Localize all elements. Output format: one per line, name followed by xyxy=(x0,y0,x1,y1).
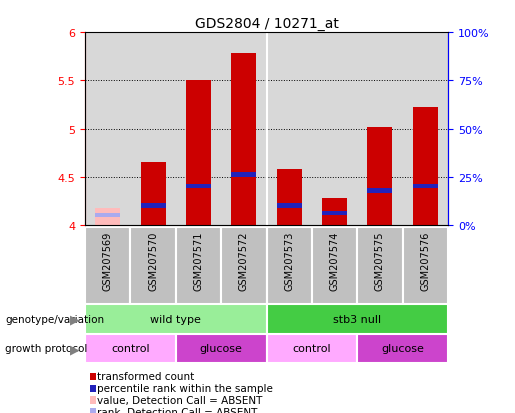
Text: percentile rank within the sample: percentile rank within the sample xyxy=(97,383,272,393)
Bar xyxy=(186,81,211,225)
Bar xyxy=(95,208,120,225)
Bar xyxy=(176,228,221,304)
Bar xyxy=(130,228,176,304)
Bar xyxy=(277,170,302,225)
Bar xyxy=(267,304,448,334)
Bar xyxy=(231,173,256,178)
Bar xyxy=(85,304,267,334)
Bar xyxy=(85,228,130,304)
Text: stb3 null: stb3 null xyxy=(333,314,381,324)
Text: GSM207574: GSM207574 xyxy=(330,231,339,291)
Bar xyxy=(95,213,120,218)
Text: GSM207573: GSM207573 xyxy=(284,231,294,291)
Text: GSM207576: GSM207576 xyxy=(420,231,431,291)
Text: GSM207575: GSM207575 xyxy=(375,231,385,291)
Bar xyxy=(221,228,267,304)
Text: control: control xyxy=(293,344,331,354)
Bar xyxy=(85,334,176,363)
Title: GDS2804 / 10271_at: GDS2804 / 10271_at xyxy=(195,17,338,31)
Bar xyxy=(312,228,357,304)
Bar xyxy=(368,127,392,225)
Bar xyxy=(403,228,448,304)
Bar xyxy=(357,334,448,363)
Text: rank, Detection Call = ABSENT: rank, Detection Call = ABSENT xyxy=(97,407,257,413)
Bar xyxy=(322,199,347,225)
Text: value, Detection Call = ABSENT: value, Detection Call = ABSENT xyxy=(97,395,262,405)
Bar xyxy=(357,228,403,304)
Text: transformed count: transformed count xyxy=(97,371,194,382)
Text: ▶: ▶ xyxy=(70,342,80,355)
Text: GSM207572: GSM207572 xyxy=(239,231,249,291)
Bar xyxy=(267,228,312,304)
Text: GSM207569: GSM207569 xyxy=(102,231,113,290)
Text: wild type: wild type xyxy=(150,314,201,324)
Bar xyxy=(176,334,267,363)
Bar xyxy=(141,203,165,208)
Text: genotype/variation: genotype/variation xyxy=(5,314,104,324)
Text: control: control xyxy=(111,344,150,354)
Text: glucose: glucose xyxy=(381,344,424,354)
Bar xyxy=(267,334,357,363)
Bar xyxy=(141,163,165,225)
Bar xyxy=(413,108,438,225)
Text: GSM207570: GSM207570 xyxy=(148,231,158,291)
Text: ▶: ▶ xyxy=(70,312,80,325)
Bar xyxy=(186,184,211,189)
Bar xyxy=(413,184,438,189)
Bar xyxy=(231,54,256,225)
Bar xyxy=(322,211,347,216)
Text: growth protocol: growth protocol xyxy=(5,344,88,354)
Text: glucose: glucose xyxy=(200,344,243,354)
Bar xyxy=(368,189,392,194)
Text: GSM207571: GSM207571 xyxy=(194,231,203,291)
Bar xyxy=(277,203,302,208)
